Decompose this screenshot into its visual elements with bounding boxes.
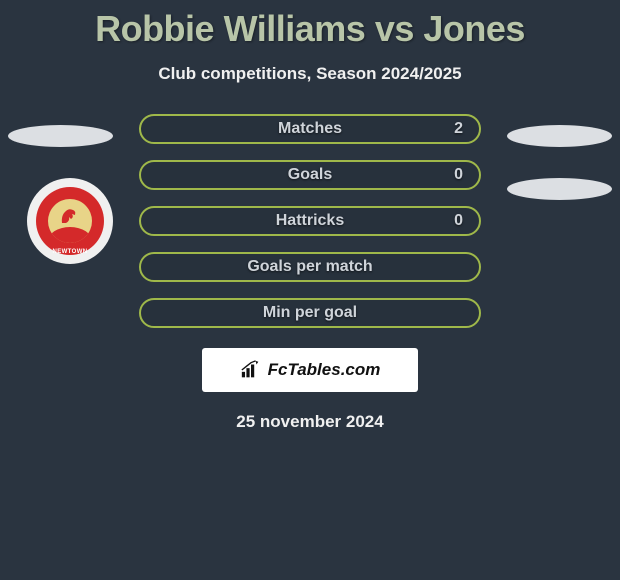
stat-label: Hattricks bbox=[276, 212, 344, 230]
club-badge-text: NEWTOWN bbox=[36, 249, 104, 255]
club-badge-outer: NEWTOWN bbox=[36, 187, 104, 255]
date-label: 25 november 2024 bbox=[0, 412, 620, 432]
stat-row-goals-per-match: Goals per match bbox=[139, 252, 481, 282]
stat-right-value: 0 bbox=[454, 212, 463, 230]
chart-icon bbox=[240, 360, 262, 380]
stat-label: Goals per match bbox=[247, 258, 372, 276]
player2-avatar-placeholder-top bbox=[507, 125, 612, 147]
griffin-icon bbox=[58, 205, 82, 229]
stat-row-min-per-goal: Min per goal bbox=[139, 298, 481, 328]
club-badge-band bbox=[48, 227, 92, 243]
page-title: Robbie Williams vs Jones bbox=[0, 0, 620, 50]
club-badge-inner bbox=[48, 199, 92, 243]
stat-row-hattricks: Hattricks 0 bbox=[139, 206, 481, 236]
player1-avatar-placeholder-top bbox=[8, 125, 113, 147]
stat-row-goals: Goals 0 bbox=[139, 160, 481, 190]
stat-label: Goals bbox=[288, 166, 332, 184]
stat-label: Min per goal bbox=[263, 304, 357, 322]
stat-row-matches: Matches 2 bbox=[139, 114, 481, 144]
player2-name: Jones bbox=[423, 8, 525, 49]
stat-right-value: 2 bbox=[454, 120, 463, 138]
club-badge: NEWTOWN bbox=[27, 178, 113, 264]
brand-name: FcTables.com bbox=[268, 360, 381, 380]
vs-separator: vs bbox=[375, 8, 414, 49]
stat-label: Matches bbox=[278, 120, 342, 138]
player2-avatar-placeholder-mid bbox=[507, 178, 612, 200]
brand-attribution[interactable]: FcTables.com bbox=[202, 348, 418, 392]
subtitle: Club competitions, Season 2024/2025 bbox=[0, 64, 620, 84]
stat-right-value: 0 bbox=[454, 166, 463, 184]
player1-name: Robbie Williams bbox=[95, 8, 365, 49]
